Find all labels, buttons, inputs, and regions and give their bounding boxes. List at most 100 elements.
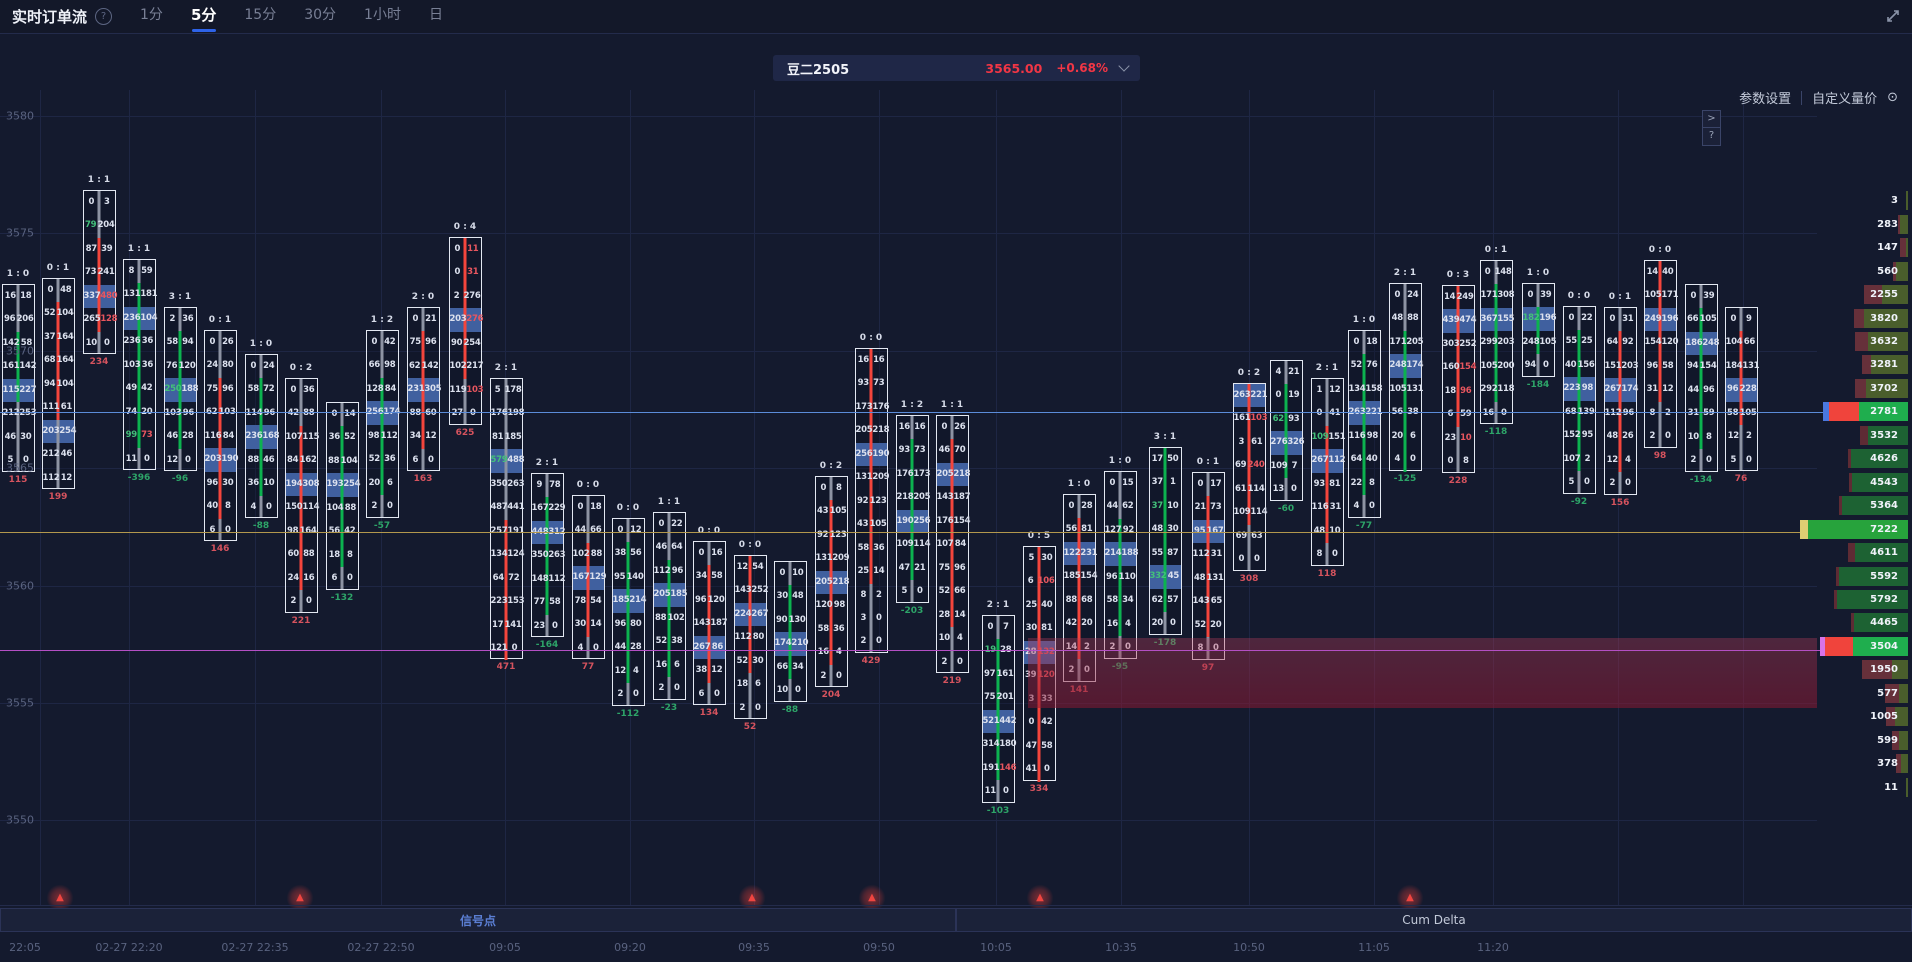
bid-volume: 148 bbox=[531, 573, 549, 584]
footprint-candle[interactable]: 0 10 30 48 90 130 174 210 66 34 10 0 bbox=[773, 561, 808, 702]
footprint-candle[interactable]: 16 16 93 73 176 173 218 205 190 256 109 114 47 21 5 0 bbox=[895, 415, 930, 603]
footprint-row: 4 21 bbox=[1271, 361, 1302, 384]
footprint-candle[interactable]: 0 12 38 56 95 140 185 214 96 80 44 28 12 4 2 0 bbox=[611, 518, 646, 706]
custom-volume-button[interactable]: 自定义量价 bbox=[1812, 92, 1878, 107]
custom-volume-eye-icon[interactable]: ⊙ bbox=[1887, 90, 1898, 105]
tab-timeframe-1[interactable]: 5分 bbox=[191, 0, 216, 33]
footprint-candle[interactable]: 017217395167112314813114365522080 bbox=[1191, 472, 1225, 660]
footprint-candle[interactable]: 0 22 55 25 40 156 223 98 68 139 152 95 107 2 5 0 bbox=[1562, 306, 1596, 494]
bid-volume: 174 bbox=[774, 638, 792, 649]
ask-volume: 98 bbox=[1366, 430, 1379, 441]
footprint-candle[interactable]: 018527613415826322111698644022840 bbox=[1347, 330, 1382, 518]
tab-timeframe-0[interactable]: 1分 bbox=[140, 7, 163, 23]
footprint-candle[interactable]: 5 178 176 198 81 185 579 488 350 263 487 441 257 191 1… bbox=[489, 378, 525, 661]
tab-timeframe-3[interactable]: 30分 bbox=[304, 7, 337, 23]
footprint-candle[interactable]: 04266981288425617498112523620620 bbox=[365, 330, 400, 518]
footprint-candle[interactable]: 0 24 48 88 171 205 248 174 105 131 56 38 20 6 4 0 bbox=[1388, 283, 1424, 472]
bid-volume: 171 bbox=[1389, 336, 1407, 347]
footprint-candle[interactable]: 01436528810419325410488564218860 bbox=[325, 402, 360, 590]
signal-marker[interactable]: ▲ bbox=[1396, 884, 1424, 912]
tab-timeframe-5[interactable]: 日 bbox=[428, 7, 443, 23]
footprint-candle[interactable]: 16 16 93 73 173 176 205 218 256 190 131 209 92 123 43 1… bbox=[854, 348, 889, 653]
footprint-candle[interactable]: 0217596621422313058860341260 bbox=[406, 307, 441, 472]
footprint-candle[interactable]: 0 11 0 31 2 276 203 276 90 254 102 217 119 103 27 0 bbox=[448, 237, 484, 425]
footprint-candle[interactable]: 0 22 46 64 112 96 205 185 88 102 52 38 16 6 2 0 bbox=[652, 512, 687, 700]
ask-volume: 123 bbox=[869, 495, 887, 506]
footprint-candle[interactable]: 14 249 439 474 303 252 160 154 18 96 6 59 23 10 0 8 bbox=[1441, 285, 1476, 473]
ask-volume: 8 bbox=[1368, 477, 1375, 488]
footprint-row: 77 58 bbox=[532, 591, 563, 614]
footprint-candle[interactable]: 1 12 0 41 109 151 267 112 93 81 116 31 48 10 8 0 bbox=[1310, 378, 1345, 566]
candle-body bbox=[1325, 425, 1329, 544]
footprint-candle[interactable]: 236589476120250188103964628120 bbox=[163, 307, 198, 472]
footprint-row: 62 93 bbox=[1271, 408, 1302, 431]
signal-marker[interactable]: ▲ bbox=[738, 884, 766, 912]
footprint-row: 12 2 bbox=[1726, 425, 1757, 448]
signal-marker[interactable]: ▲ bbox=[286, 884, 314, 912]
footprint-candle[interactable]: 0 36 42 88 107 115 84 162 194 308 150 114 98 164 60 88 2… bbox=[284, 378, 319, 613]
time-axis-label: 10:50 bbox=[1233, 941, 1265, 954]
footprint-candle[interactable]: 0 3 79 204 87 39 73 241 337 480 265 128 10 0 bbox=[82, 190, 117, 355]
tab-timeframe-2[interactable]: 15分 bbox=[244, 7, 277, 23]
footprint-row: 10396 bbox=[165, 402, 196, 425]
footprint-candle[interactable]: 0 39 66 105 186 248 94 154 44 96 31 59 10 8 2 0 bbox=[1684, 284, 1719, 472]
footprint-candle[interactable]: 0 18 44 66 102 88 167 129 78 54 30 14 4 0 bbox=[571, 495, 606, 660]
instrument-selector[interactable]: 豆二2505 3565.00 +0.68% bbox=[773, 55, 1140, 81]
bid-volume: 90 bbox=[450, 337, 463, 348]
footprint-candle[interactable]: 16 18 96 206 142 58 161 142 115 227 212 253 46 30 5 0 bbox=[1, 284, 36, 472]
ask-volume: 104 bbox=[140, 312, 158, 323]
signal-pane-label-band[interactable]: 信号点 bbox=[0, 908, 956, 932]
footprint-candle[interactable]: 0 16 34 58 96 120 143 187 267 86 38 12 6 0 bbox=[692, 541, 727, 706]
chevron-down-icon[interactable] bbox=[1118, 60, 1130, 72]
settings-button[interactable]: 参数设置 bbox=[1739, 92, 1792, 107]
footprint-candle[interactable]: 01544621279221418896110583416420 bbox=[1103, 471, 1138, 659]
footprint-candle[interactable]: 0 39 182 196 248 105 94 0 bbox=[1521, 283, 1556, 377]
price-axis-label: 3565 bbox=[6, 461, 34, 475]
candle-body bbox=[1247, 384, 1251, 525]
ask-volume: 488 bbox=[507, 455, 525, 466]
ask-volume: 205 bbox=[1406, 336, 1424, 347]
ask-volume: 54 bbox=[590, 595, 602, 606]
footprint-candle[interactable]: 12 54 143 252 224 267 112 80 52 30 18 6 2 0 bbox=[733, 555, 768, 720]
candle-body bbox=[137, 283, 141, 448]
signal-marker[interactable]: ▲ bbox=[858, 884, 886, 912]
profile-volume-value: 599 bbox=[1877, 734, 1898, 746]
footprint-candle[interactable]: 0 48 52 104 37 164 68 164 94 104 111 61 203 254 212 46 1… bbox=[41, 278, 76, 490]
footprint-candle[interactable]: 263 221 161 103 3 61 69 240 61 114 109 114 69 63 0 0 bbox=[1232, 383, 1267, 571]
footprint-candle[interactable]: 1440105171249196154120965831128220 bbox=[1643, 260, 1678, 448]
ask-volume: 217 bbox=[466, 361, 484, 372]
footprint-candle[interactable]: 0245872114962361688846361040 bbox=[244, 354, 279, 519]
footprint-candle[interactable]: 0 8 43 105 92 123 131 209 205 218 120 98 58 36 16 4 2 0 bbox=[814, 476, 849, 688]
bid-volume: 95 bbox=[613, 571, 626, 582]
footprint-candle[interactable]: 026248075966210311684203190963040860 bbox=[203, 330, 238, 542]
cumdelta-pane-label-band[interactable]: Cum Delta bbox=[956, 908, 1912, 932]
ask-volume: 2 bbox=[1660, 402, 1676, 425]
footprint-candle[interactable]: 0148171308367155299203105200292118160 bbox=[1479, 260, 1515, 425]
footprint-candle[interactable]: 4 21 0 19 62 93 276 326 109 7 13 0 bbox=[1269, 360, 1304, 501]
signal-marker[interactable]: ▲ bbox=[46, 884, 74, 912]
bid-volume: 44 bbox=[1687, 384, 1700, 395]
footprint-candle[interactable]: 0910466184131962285810512250 bbox=[1724, 307, 1759, 472]
ask-volume: 42 bbox=[384, 337, 396, 347]
bid-volume: 0 bbox=[1394, 290, 1401, 300]
footprint-row: 95 167 bbox=[1193, 520, 1224, 543]
volume-profile-bar bbox=[1860, 425, 1908, 445]
footprint-candle[interactable]: 031649215120326717411296482612420 bbox=[1603, 307, 1638, 495]
tab-timeframe-4[interactable]: 1小时 bbox=[364, 7, 401, 23]
candle-delta-label: -125 bbox=[1393, 473, 1417, 484]
instrument-name: 豆二2505 bbox=[787, 62, 850, 78]
footprint-candle[interactable]: 8591311812361042363610336494274209973110 bbox=[122, 259, 158, 471]
footprint-candle[interactable]: 0719289716175201521442314180191146110 bbox=[981, 615, 1016, 803]
footprint-candle[interactable]: 0 26 46 70 205 218 143 187 176 154 107 84 75 96 52 66 28… bbox=[935, 415, 970, 673]
help-icon[interactable]: ? bbox=[95, 8, 113, 25]
signal-marker[interactable]: ▲ bbox=[1026, 884, 1054, 912]
vertical-gridline bbox=[630, 90, 631, 905]
profile-bar-sell bbox=[1855, 378, 1866, 398]
footprint-candle[interactable]: 17 50 37 1 37 10 48 30 55 87 332 45 62 57 20 0 bbox=[1148, 447, 1182, 635]
footprint-candle[interactable]: 9 78 167 229 448 312 350 263 148 112 77 58 23 0 bbox=[530, 473, 565, 638]
expand-icon[interactable] bbox=[1884, 7, 1902, 25]
panel-help-button[interactable]: ? bbox=[1702, 127, 1721, 146]
ask-volume: 308 bbox=[1497, 290, 1515, 301]
ask-volume: 164 bbox=[299, 525, 317, 536]
